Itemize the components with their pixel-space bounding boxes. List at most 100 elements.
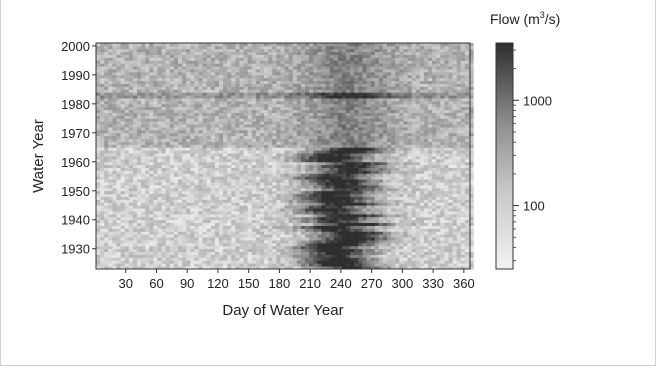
heatmap-cell	[268, 231, 273, 235]
heatmap-cell	[325, 127, 331, 131]
heatmap-cell	[108, 138, 113, 142]
heatmap-cell	[96, 150, 101, 154]
heatmap-cell	[100, 124, 105, 128]
heatmap-cell	[128, 135, 134, 140]
heatmap-cell	[292, 234, 298, 238]
heatmap-cell	[128, 112, 134, 116]
heatmap-cell	[202, 251, 208, 255]
heatmap-cell	[194, 184, 200, 189]
heatmap-cell	[432, 129, 437, 134]
heatmap-cell	[243, 167, 249, 171]
heatmap-cell	[141, 182, 146, 186]
heatmap-cell	[202, 213, 208, 218]
heatmap-cell	[136, 153, 142, 157]
heatmap-cell	[227, 167, 232, 171]
heatmap-cell	[194, 135, 200, 140]
heatmap-cell	[157, 138, 163, 142]
heatmap-cell	[419, 208, 425, 212]
heatmap-cell	[374, 127, 380, 131]
heatmap-cell	[374, 132, 380, 137]
heatmap-cell	[436, 257, 441, 261]
heatmap-cell	[362, 124, 368, 128]
heatmap-cell	[403, 248, 409, 253]
heatmap-cell	[329, 118, 335, 122]
heatmap-cell	[104, 161, 109, 166]
heatmap-cell	[153, 121, 159, 125]
heatmap-cell	[276, 242, 282, 247]
heatmap-cell	[468, 153, 474, 157]
heatmap-cell	[358, 266, 364, 270]
heatmap-cell	[112, 208, 118, 212]
heatmap-cell	[206, 187, 212, 192]
heatmap-cell	[403, 208, 409, 212]
heatmap-cell	[186, 161, 191, 166]
heatmap-cell	[153, 179, 159, 183]
heatmap-cell	[374, 242, 380, 247]
heatmap-cell	[329, 132, 335, 137]
heatmap-cell	[391, 167, 396, 171]
heatmap-cell	[358, 164, 364, 168]
heatmap-cell	[259, 179, 265, 183]
heatmap-cell	[378, 127, 384, 131]
heatmap-cell	[124, 234, 130, 238]
heatmap-cell	[182, 202, 187, 206]
heatmap-cell	[452, 124, 458, 128]
heatmap-cell	[210, 257, 216, 261]
heatmap-cell	[210, 202, 216, 206]
heatmap-cell	[210, 266, 216, 270]
heatmap-cell	[186, 118, 191, 122]
heatmap-cell	[366, 187, 372, 192]
heatmap-cell	[268, 208, 273, 212]
heatmap-cell	[317, 208, 323, 212]
heatmap-cell	[296, 242, 302, 247]
heatmap-cell	[464, 237, 470, 241]
heatmap-cell	[395, 184, 400, 189]
heatmap-cell	[432, 176, 437, 180]
heatmap-cell	[198, 266, 204, 270]
heatmap-cell	[173, 211, 179, 215]
heatmap-cell	[272, 173, 277, 177]
heatmap-cell	[169, 213, 175, 218]
heatmap-cell	[292, 225, 298, 229]
heatmap-cell	[288, 234, 294, 238]
heatmap-cell	[341, 237, 347, 241]
heatmap-cell	[391, 263, 396, 267]
heatmap-cell	[194, 248, 200, 253]
heatmap-cell	[305, 170, 310, 174]
heatmap-cell	[300, 156, 306, 160]
heatmap-cell	[374, 245, 380, 250]
heatmap-cell	[108, 167, 113, 171]
heatmap-cell	[427, 228, 433, 232]
heatmap-cell	[268, 118, 273, 122]
heatmap-cell	[415, 202, 421, 206]
heatmap-cell	[186, 219, 191, 224]
heatmap-cell	[104, 242, 109, 247]
heatmap-cell	[124, 173, 130, 177]
heatmap-cell	[169, 164, 175, 168]
heatmap-cell	[337, 234, 343, 238]
heatmap-cell	[124, 257, 130, 261]
heatmap-cell	[464, 263, 470, 267]
heatmap-cell	[120, 245, 126, 250]
heatmap-cell	[186, 144, 191, 148]
heatmap-cell	[268, 138, 273, 142]
heatmap-cell	[116, 156, 122, 160]
heatmap-cell	[227, 257, 232, 261]
heatmap-cell	[292, 242, 298, 247]
heatmap-cell	[419, 187, 425, 192]
heatmap-cell	[468, 118, 474, 122]
heatmap-cell	[325, 213, 331, 218]
heatmap-cell	[440, 129, 445, 134]
heatmap-cell	[300, 260, 306, 264]
heatmap-cell	[268, 129, 273, 134]
heatmap-cell	[448, 240, 454, 244]
heatmap-cell	[157, 153, 163, 157]
heatmap-cell	[231, 121, 236, 125]
heatmap-cell	[370, 153, 376, 157]
heatmap-cell	[272, 176, 277, 180]
heatmap-cell	[280, 150, 286, 154]
heatmap-cell	[136, 164, 142, 168]
heatmap-cell	[177, 190, 183, 195]
heatmap-cell	[264, 257, 269, 261]
heatmap-cell	[100, 257, 105, 261]
